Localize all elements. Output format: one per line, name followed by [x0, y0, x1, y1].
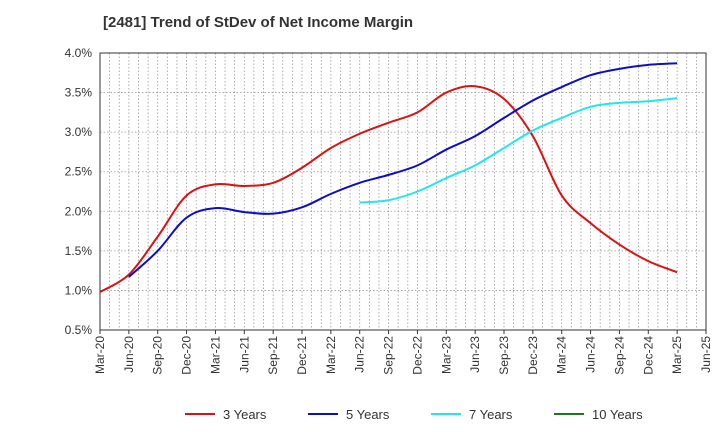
- x-tick-label: Jun-20: [122, 336, 136, 373]
- x-tick-label: Sep-21: [266, 336, 280, 375]
- legend-label-5-years: 5 Years: [346, 407, 390, 422]
- x-tick-label: Dec-21: [295, 336, 309, 375]
- legend-label-3-years: 3 Years: [223, 407, 267, 422]
- x-tick-label: Dec-24: [641, 336, 655, 375]
- legend-label-7-years: 7 Years: [469, 407, 513, 422]
- x-tick-label: Sep-24: [612, 336, 626, 375]
- x-tick-label: Jun-23: [468, 336, 482, 373]
- x-tick-label: Jun-24: [584, 336, 598, 373]
- x-tick-label: Jun-22: [353, 336, 367, 373]
- x-tick-label: Dec-20: [180, 336, 194, 375]
- x-tick-label: Mar-25: [670, 336, 684, 374]
- y-tick-label: 3.0%: [65, 125, 93, 139]
- x-tick-label: Sep-23: [497, 336, 511, 375]
- y-tick-label: 4.0%: [65, 46, 93, 60]
- x-tick-label: Dec-22: [410, 336, 424, 375]
- series-line-3-years: [99, 85, 678, 293]
- x-tick-label: Mar-23: [439, 336, 453, 374]
- series-line-5-years: [128, 62, 678, 278]
- x-tick-label: Dec-23: [526, 336, 540, 375]
- legend-label-10-years: 10 Years: [592, 407, 643, 422]
- x-tick-label: Mar-20: [93, 336, 107, 374]
- x-tick-label: Mar-24: [555, 336, 569, 374]
- y-tick-label: 2.5%: [65, 165, 93, 179]
- x-tick-label: Jun-25: [699, 336, 713, 373]
- x-tick-label: Jun-21: [237, 336, 251, 373]
- y-tick-label: 1.0%: [65, 283, 93, 297]
- legend: 3 Years 5 Years 7 Years 10 Years: [185, 407, 643, 422]
- x-tick-label: Mar-21: [208, 336, 222, 374]
- x-tick-label: Sep-22: [382, 336, 396, 375]
- series-line-7-years: [359, 97, 678, 204]
- y-tick-label: 2.0%: [65, 204, 93, 218]
- x-tick-label: Sep-20: [151, 336, 165, 375]
- plot-frame: [99, 52, 707, 331]
- y-tick-label: 0.5%: [65, 323, 93, 337]
- axes: 4.0% 3.5% 3.0% 2.5% 2.0% 1.5% 1.0% 0.5%Mar-20 Ju…: [65, 46, 713, 375]
- y-tick-label: 3.5%: [65, 86, 93, 100]
- series-lines: [99, 62, 678, 293]
- chart-title: [2481] Trend of StDev of Net Income Marg…: [103, 14, 414, 31]
- y-tick-label: 1.5%: [65, 244, 93, 258]
- x-tick-label: Mar-22: [324, 336, 338, 374]
